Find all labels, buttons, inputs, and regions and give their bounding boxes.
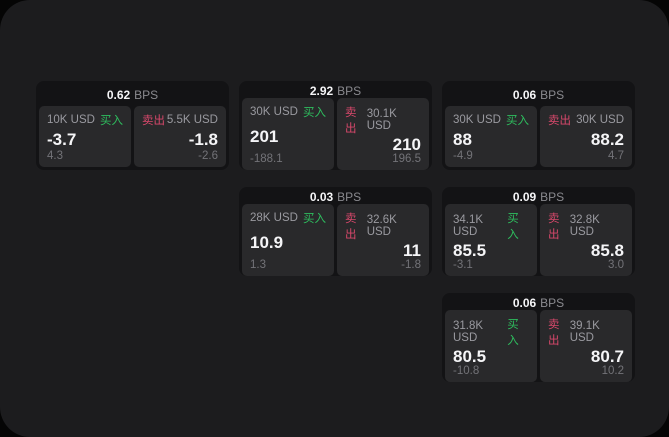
sell-side-label: 卖出	[548, 115, 571, 127]
sell-delta: -2.6	[198, 150, 218, 162]
buy-price: 80.5	[453, 347, 487, 366]
quote-card: 0.03 BPS 28K USD 买入 10.9 1.3 卖出 32.6K US…	[239, 187, 432, 276]
bps-unit-label: BPS	[337, 84, 362, 98]
sell-side-label: 卖出	[345, 213, 357, 241]
sell-quote-panel[interactable]: 卖出 5.5K USD -1.8 -2.6	[134, 106, 226, 167]
buy-size: 10K USD	[47, 114, 95, 126]
buy-quote-panel[interactable]: 34.1K USD 买入 85.5 -3.1	[445, 204, 537, 276]
sell-delta: 196.5	[392, 153, 421, 165]
buy-size: 28K USD	[250, 212, 298, 224]
bps-unit-label: BPS	[134, 88, 159, 102]
buy-delta: -3.1	[453, 259, 473, 271]
bps-unit-label: BPS	[540, 190, 565, 204]
bps-unit-label: BPS	[337, 190, 362, 204]
buy-quote-panel[interactable]: 10K USD 买入 -3.7 4.3	[39, 106, 131, 167]
sell-size: 32.6K USD	[366, 214, 397, 238]
quote-card: 2.92 BPS 30K USD 买入 201 -188.1 卖出 30.1K …	[239, 81, 432, 170]
buy-side-label: 买入	[507, 319, 519, 347]
bps-spread-header: 0.03 BPS	[242, 190, 429, 204]
bps-value: 0.62	[106, 88, 131, 102]
sell-side-label: 卖出	[548, 319, 560, 347]
sell-delta: -1.8	[401, 259, 421, 271]
bps-spread-header: 0.06 BPS	[445, 296, 632, 310]
buy-delta: 4.3	[47, 150, 63, 162]
quote-card: 0.06 BPS 31.8K USD 买入 80.5 -10.8 卖出 39.1…	[442, 293, 635, 382]
buy-size: 30K USD	[250, 106, 298, 118]
buy-side-label: 买入	[100, 115, 123, 127]
buy-size: 31.8K USD	[453, 320, 484, 344]
buy-price: 10.9	[250, 233, 284, 252]
quote-card: 0.06 BPS 30K USD 买入 88 -4.9 卖出 30K USD	[442, 81, 635, 170]
sell-side-label: 卖出	[548, 213, 560, 241]
buy-quote-panel[interactable]: 30K USD 买入 88 -4.9	[445, 106, 537, 167]
buy-quote-panel[interactable]: 28K USD 买入 10.9 1.3	[242, 204, 334, 276]
sell-size: 32.8K USD	[569, 214, 600, 238]
bps-unit-label: BPS	[540, 296, 565, 310]
sell-size: 39.1K USD	[569, 320, 600, 344]
sell-price: 88.2	[590, 129, 624, 149]
buy-price: 85.5	[453, 241, 487, 260]
sell-delta: 3.0	[608, 259, 624, 271]
buy-size: 30K USD	[453, 114, 501, 126]
sell-side-label: 卖出	[345, 107, 357, 135]
buy-side-label: 买入	[303, 107, 326, 119]
buy-side-label: 买入	[303, 213, 326, 225]
sell-quote-panel[interactable]: 卖出 39.1K USD 80.7 10.2	[540, 310, 632, 382]
sell-size: 30.1K USD	[366, 108, 397, 132]
quote-card: 0.09 BPS 34.1K USD 买入 85.5 -3.1 卖出 32.8K…	[442, 187, 635, 276]
bps-spread-header: 0.06 BPS	[445, 84, 632, 106]
buy-price: 201	[250, 127, 279, 146]
sell-size: 5.5K USD	[166, 114, 218, 126]
sell-size: 30K USD	[576, 114, 624, 126]
bps-value: 0.06	[512, 296, 537, 310]
buy-delta: -4.9	[453, 150, 473, 162]
sell-quote-panel[interactable]: 卖出 32.6K USD 11 -1.8	[337, 204, 429, 276]
bps-spread-header: 2.92 BPS	[242, 84, 429, 98]
bps-unit-label: BPS	[540, 88, 565, 102]
sell-price: 11	[403, 241, 421, 260]
sell-price: 80.7	[590, 347, 624, 366]
quote-card-grid: 0.62 BPS 10K USD 买入 -3.7 4.3 卖出 5.5K USD	[36, 81, 635, 382]
sell-quote-panel[interactable]: 卖出 30K USD 88.2 4.7	[540, 106, 632, 167]
sell-price: 85.8	[590, 241, 624, 260]
buy-delta: -188.1	[250, 153, 283, 165]
sell-quote-panel[interactable]: 卖出 30.1K USD 210 196.5	[337, 98, 429, 170]
sell-side-label: 卖出	[142, 115, 165, 127]
bps-value: 2.92	[309, 84, 334, 98]
buy-price: -3.7	[47, 129, 77, 149]
sell-quote-panel[interactable]: 卖出 32.8K USD 85.8 3.0	[540, 204, 632, 276]
buy-quote-panel[interactable]: 31.8K USD 买入 80.5 -10.8	[445, 310, 537, 382]
sell-delta: 4.7	[608, 150, 624, 162]
sell-price: -1.8	[188, 129, 218, 149]
bps-spread-header: 0.62 BPS	[39, 84, 226, 106]
buy-quote-panel[interactable]: 30K USD 买入 201 -188.1	[242, 98, 334, 170]
sell-delta: 10.2	[601, 365, 624, 377]
buy-delta: 1.3	[250, 259, 266, 271]
buy-size: 34.1K USD	[453, 214, 484, 238]
buy-side-label: 买入	[507, 213, 519, 241]
buy-delta: -10.8	[453, 365, 480, 377]
bps-spread-header: 0.09 BPS	[445, 190, 632, 204]
bps-value: 0.06	[512, 88, 537, 102]
buy-side-label: 买入	[506, 115, 529, 127]
bps-value: 0.03	[309, 190, 334, 204]
sell-price: 210	[392, 135, 421, 154]
quote-card: 0.62 BPS 10K USD 买入 -3.7 4.3 卖出 5.5K USD	[36, 81, 229, 170]
bps-value: 0.09	[512, 190, 537, 204]
buy-price: 88	[453, 129, 472, 149]
